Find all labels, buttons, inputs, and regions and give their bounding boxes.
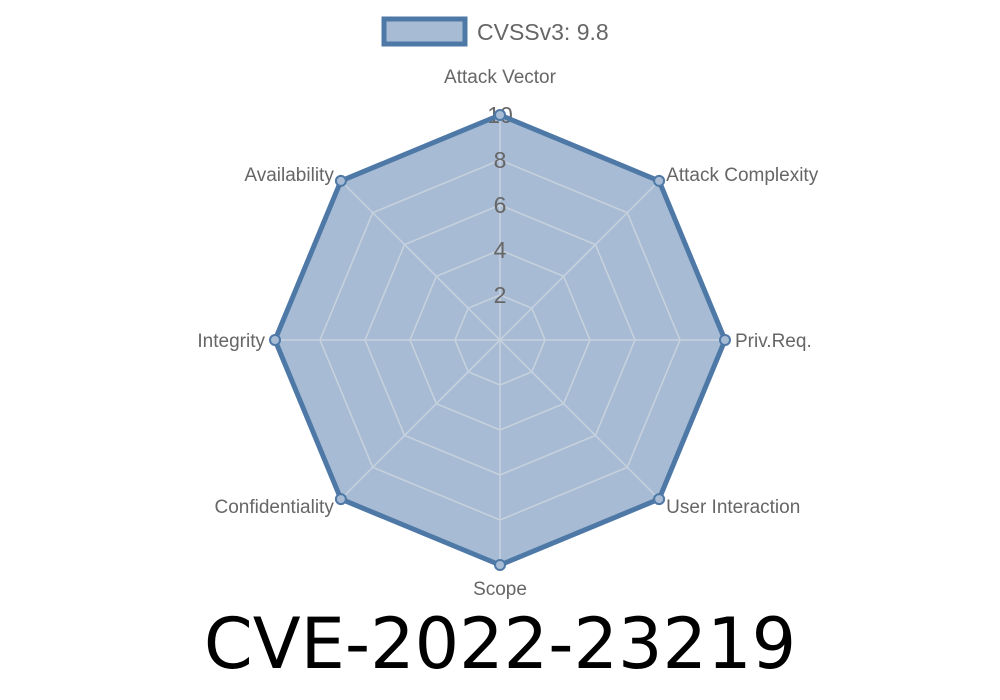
data-point: [653, 174, 666, 187]
tick-label: 2: [494, 282, 507, 308]
tick-label: 4: [494, 237, 507, 263]
legend: CVSSv3: 9.8: [381, 16, 609, 47]
data-point: [334, 493, 347, 506]
chart-title: CVE-2022-23219: [203, 603, 797, 685]
tick-label: 8: [494, 147, 507, 173]
data-point: [719, 334, 731, 346]
axis-label: User Interaction: [666, 497, 800, 518]
axis-label: Scope: [473, 579, 527, 600]
legend-label: CVSSv3: 9.8: [477, 19, 609, 45]
axis-label: Attack Vector: [444, 67, 557, 88]
grid-spoke: [499, 180, 660, 341]
axis-label: Availability: [244, 165, 334, 186]
data-point: [494, 559, 506, 571]
axis-label: Confidentiality: [214, 497, 334, 518]
grid-spoke: [340, 180, 501, 341]
data-point: [653, 493, 666, 506]
grid-spoke: [499, 339, 660, 500]
axis-label: Attack Complexity: [666, 165, 819, 186]
data-point: [269, 334, 281, 346]
tick-label: 6: [494, 192, 507, 218]
axis-label: Priv.Req.: [735, 331, 812, 352]
legend-swatch: [381, 16, 468, 47]
data-point: [494, 109, 506, 121]
data-point: [334, 174, 347, 187]
axis-label: Integrity: [197, 331, 265, 352]
grid-spoke: [340, 339, 501, 500]
